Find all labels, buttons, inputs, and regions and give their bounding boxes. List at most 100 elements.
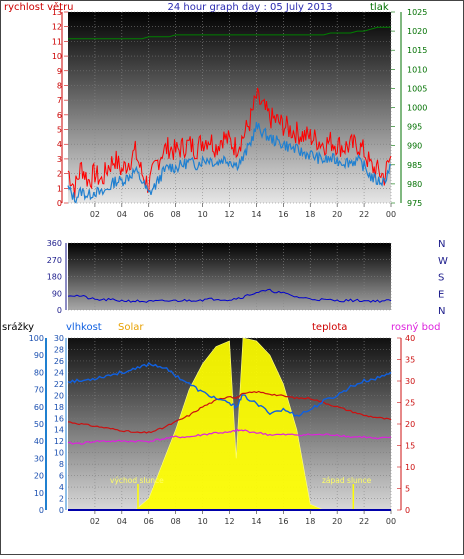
x-tick-label: 14 — [251, 517, 261, 526]
y-tick-label-direction: 360 — [47, 239, 62, 248]
y-tick-label-humidity: 12 — [54, 437, 64, 446]
y-tick-label-direction: 270 — [47, 256, 62, 265]
y-tick-label-temperature: 20 — [405, 420, 415, 429]
y-tick-label-temperature: 0 — [405, 506, 410, 515]
x-tick-label: 12 — [224, 210, 234, 219]
y-tick-label-pressure: 985 — [407, 161, 422, 170]
y-tick-label-humidity: 22 — [54, 380, 64, 389]
x-tick-label: 10 — [197, 517, 207, 526]
y-tick-label-rain: 0 — [39, 506, 44, 515]
dewpoint-label: rosný bod — [391, 321, 440, 333]
x-tick-label: 00 — [386, 517, 396, 526]
compass-label: W — [438, 256, 448, 267]
y-tick-label-humidity: 0 — [59, 506, 64, 515]
x-tick-label: 22 — [359, 517, 369, 526]
solar-label: Solar — [118, 322, 144, 333]
x-tick-label: 04 — [117, 210, 127, 219]
chart-title: 24 hour graph day : 05 July 2013 — [167, 2, 332, 13]
y-tick-label-humidity: 14 — [54, 426, 64, 435]
y-tick-label-wind: 3 — [57, 155, 62, 164]
y-tick-label-direction: 180 — [47, 273, 62, 282]
x-tick-label: 06 — [144, 517, 154, 526]
x-tick-label: 08 — [171, 517, 181, 526]
y-tick-label-pressure: 1020 — [407, 27, 427, 36]
sunset-annotation: západ slunce — [322, 476, 372, 485]
x-tick-label: 04 — [117, 517, 127, 526]
pressure-series — [68, 26, 391, 40]
y-tick-label-wind: 7 — [57, 96, 62, 105]
y-tick-label-humidity: 30 — [54, 334, 64, 343]
x-tick-label: 18 — [305, 517, 315, 526]
x-tick-label: 20 — [332, 517, 342, 526]
y-tick-label-pressure: 1015 — [407, 46, 427, 55]
right-axis-label-pressure: tlak — [370, 2, 389, 13]
y-tick-label-wind: 9 — [57, 67, 62, 76]
rain-label: srážky — [2, 321, 34, 333]
y-tick-label-temperature: 15 — [405, 442, 415, 451]
y-tick-label-rain: 70 — [34, 386, 44, 395]
x-tick-label: 20 — [332, 210, 342, 219]
lines-layer — [67, 26, 392, 511]
y-tick-label-rain: 30 — [34, 454, 44, 463]
y-tick-label-wind: 5 — [57, 126, 62, 135]
x-tick-label: 16 — [278, 517, 288, 526]
y-tick-label-pressure: 995 — [407, 123, 422, 132]
y-tick-label-humidity: 10 — [54, 449, 64, 458]
y-tick-label-wind: 2 — [57, 170, 62, 179]
y-tick-label-wind: 0 — [57, 199, 62, 208]
y-tick-label-rain: 40 — [34, 437, 44, 446]
y-tick-label-rain: 60 — [34, 403, 44, 412]
wind-direction-series — [67, 288, 392, 303]
y-tick-label-humidity: 2 — [59, 495, 64, 504]
y-tick-label-humidity: 20 — [54, 391, 64, 400]
x-tick-label: 12 — [224, 517, 234, 526]
y-tick-label-pressure: 1010 — [407, 65, 427, 74]
y-tick-label-pressure: 990 — [407, 142, 422, 151]
wind-speed-series — [67, 87, 392, 199]
wind-average-series — [67, 122, 392, 204]
y-tick-label-humidity: 4 — [59, 483, 64, 492]
y-tick-label-humidity: 16 — [54, 414, 64, 423]
x-tick-label: 06 — [144, 210, 154, 219]
compass-label: N — [438, 239, 445, 250]
grid-layer — [68, 11, 392, 511]
y-tick-label-pressure: 1000 — [407, 104, 427, 113]
x-tick-label: 10 — [197, 210, 207, 219]
y-tick-label-wind: 10 — [52, 52, 62, 61]
left-axis-label-wind: rychlost větru — [4, 1, 74, 13]
x-tick-label: 02 — [90, 517, 100, 526]
y-tick-label-rain: 80 — [34, 368, 44, 377]
x-tick-label: 18 — [305, 210, 315, 219]
y-tick-label-humidity: 18 — [54, 403, 64, 412]
y-tick-label-wind: 1 — [57, 184, 62, 193]
dewpoint-series — [67, 428, 392, 445]
sunrise-annotation: východ slunce — [110, 476, 164, 485]
y-tick-label-rain: 20 — [34, 472, 44, 481]
compass-label: E — [438, 289, 444, 300]
y-tick-label-wind: 8 — [57, 81, 62, 90]
y-tick-label-rain: 10 — [34, 489, 44, 498]
x-tick-label: 14 — [251, 210, 261, 219]
y-tick-label-rain: 50 — [34, 420, 44, 429]
x-tick-label: 22 — [359, 210, 369, 219]
y-tick-label-direction: 90 — [52, 289, 62, 298]
y-tick-label-temperature: 35 — [405, 356, 415, 365]
y-tick-label-temperature: 25 — [405, 399, 415, 408]
y-tick-label-pressure: 975 — [407, 199, 422, 208]
y-tick-label-wind: 12 — [52, 23, 62, 32]
y-tick-label-rain: 100 — [29, 334, 44, 343]
humidity-series — [67, 361, 392, 417]
humidity-label: vlhkost — [66, 322, 102, 333]
y-tick-label-direction: 0 — [57, 306, 62, 315]
y-tick-label-rain: 90 — [34, 351, 44, 360]
x-tick-label: 02 — [90, 210, 100, 219]
y-tick-label-temperature: 40 — [405, 334, 415, 343]
x-tick-label: 08 — [171, 210, 181, 219]
y-tick-label-pressure: 980 — [407, 180, 422, 189]
y-tick-label-humidity: 28 — [54, 345, 64, 354]
y-tick-label-pressure: 1005 — [407, 84, 427, 93]
x-tick-label: 00 — [386, 210, 396, 219]
